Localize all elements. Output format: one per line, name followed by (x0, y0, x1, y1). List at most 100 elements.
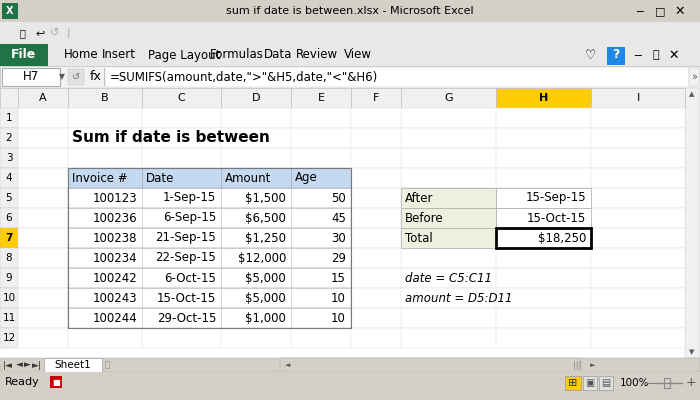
Bar (0, 328, 18, 348)
Bar (221, 168, 291, 188)
Text: 100244: 100244 (92, 312, 137, 324)
Text: ↺: ↺ (72, 72, 80, 82)
Bar (591, 168, 685, 188)
Bar (68, 148, 142, 168)
Bar (496, 128, 591, 148)
Text: 50: 50 (331, 192, 346, 204)
Bar (18, 268, 68, 288)
Bar (351, 88, 401, 108)
Text: $5,000: $5,000 (245, 272, 286, 284)
Bar (401, 208, 496, 228)
Text: Before: Before (405, 212, 444, 224)
Bar (68, 188, 142, 208)
Bar (291, 268, 351, 288)
Text: Home: Home (64, 48, 99, 62)
Bar (221, 268, 291, 288)
Bar (221, 308, 291, 328)
Text: File: File (11, 48, 36, 62)
Bar (351, 308, 401, 328)
Text: 11: 11 (2, 313, 15, 323)
Text: 6-Oct-15: 6-Oct-15 (164, 272, 216, 284)
Bar (221, 328, 291, 348)
Bar (18, 128, 68, 148)
Bar (0, 108, 18, 128)
Text: ─: ─ (646, 378, 652, 388)
Bar (0, 128, 18, 148)
Bar (18, 308, 685, 328)
Bar (221, 208, 291, 228)
Text: Date: Date (146, 172, 174, 184)
Bar (664, 378, 670, 388)
Text: 100238: 100238 (92, 232, 137, 244)
Text: ♡: ♡ (584, 48, 596, 62)
Bar (68, 108, 142, 128)
Text: ▼: ▼ (59, 72, 65, 82)
Text: E: E (318, 93, 325, 103)
Bar (291, 88, 351, 108)
Bar (591, 288, 685, 308)
Bar (280, 358, 580, 372)
Bar (142, 288, 221, 308)
Bar (401, 188, 496, 208)
Text: 29: 29 (331, 252, 346, 264)
Bar (142, 228, 221, 248)
Text: 💾: 💾 (19, 28, 25, 38)
Bar (591, 248, 685, 268)
Bar (68, 288, 351, 308)
Text: ↺: ↺ (50, 28, 60, 38)
Bar (142, 208, 221, 228)
Text: View: View (344, 48, 372, 62)
Bar (401, 228, 496, 248)
Text: 8: 8 (6, 253, 13, 263)
Bar (18, 228, 68, 248)
Text: 1-Sep-15: 1-Sep-15 (162, 192, 216, 204)
Bar (68, 328, 142, 348)
Text: »: » (691, 72, 697, 82)
Text: Ready: Ready (5, 377, 40, 387)
Text: Sum if date is between: Sum if date is between (72, 130, 270, 146)
Bar (0, 0, 700, 22)
Bar (68, 208, 351, 228)
Bar (291, 108, 351, 128)
Bar (401, 208, 496, 228)
Bar (142, 268, 221, 288)
Bar (0, 268, 18, 288)
Bar (291, 168, 351, 188)
Bar (221, 128, 291, 148)
Bar (0, 308, 18, 328)
Bar (496, 168, 591, 188)
Text: 100123: 100123 (92, 192, 137, 204)
Text: 7: 7 (6, 233, 13, 243)
Bar (401, 148, 496, 168)
Text: Formulas: Formulas (210, 48, 264, 62)
Bar (583, 376, 597, 390)
Text: 10: 10 (2, 293, 15, 303)
Bar (18, 168, 685, 188)
Bar (0, 208, 18, 228)
Bar (401, 108, 496, 128)
Bar (18, 208, 685, 228)
Text: 6-Sep-15: 6-Sep-15 (162, 212, 216, 224)
Bar (591, 308, 685, 328)
Text: ▤: ▤ (601, 378, 610, 388)
Bar (221, 188, 291, 208)
Bar (68, 188, 351, 208)
Bar (291, 268, 351, 288)
Bar (221, 248, 291, 268)
Text: 29-Oct-15: 29-Oct-15 (157, 312, 216, 324)
Bar (106, 68, 688, 86)
Bar (68, 268, 142, 288)
Text: After: After (405, 192, 433, 204)
Bar (291, 248, 351, 268)
Bar (142, 108, 221, 128)
Text: 9: 9 (6, 273, 13, 283)
Bar (142, 228, 221, 248)
Text: $5,000: $5,000 (245, 292, 286, 304)
Text: Age: Age (295, 172, 318, 184)
Text: $12,000: $12,000 (237, 252, 286, 264)
Text: ✕: ✕ (668, 48, 679, 62)
Bar (142, 328, 221, 348)
Bar (221, 248, 291, 268)
Bar (351, 108, 401, 128)
Bar (142, 128, 221, 148)
